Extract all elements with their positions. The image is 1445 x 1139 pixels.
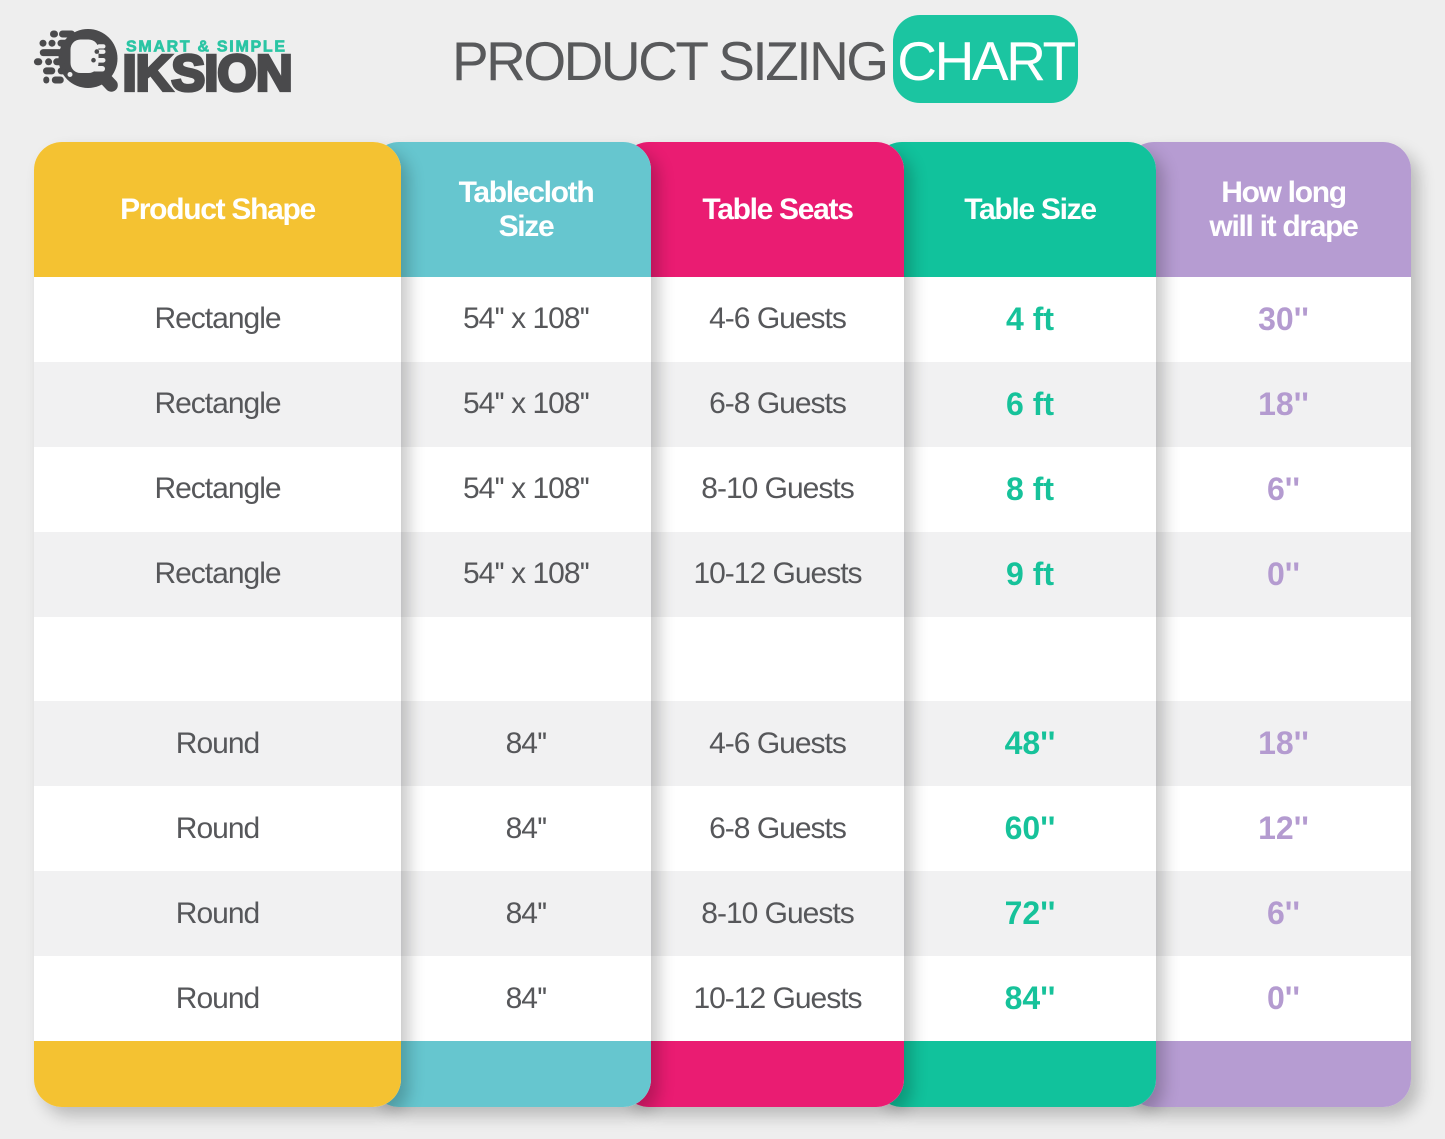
svg-text:SMART & SIMPLE: SMART & SIMPLE <box>126 39 287 56</box>
svg-text:IKSION: IKSION <box>123 45 292 98</box>
